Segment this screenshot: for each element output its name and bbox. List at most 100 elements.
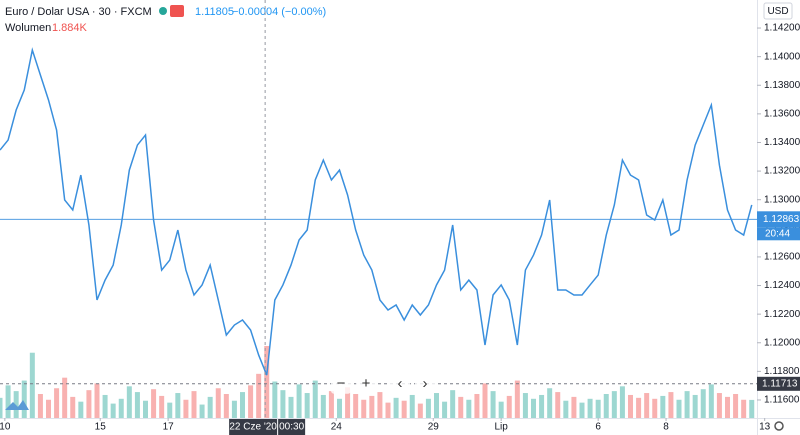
volume-bar bbox=[595, 399, 601, 418]
x-tick-label: 8 bbox=[663, 422, 669, 433]
status-dot bbox=[159, 7, 167, 15]
volume-name: Wolumen bbox=[5, 22, 51, 34]
y-tick-label: 1.13000 bbox=[764, 194, 800, 205]
volume-bar bbox=[434, 393, 439, 418]
volume-bar bbox=[118, 398, 124, 418]
crosshair-time: 00:30 bbox=[279, 422, 304, 433]
volume-bar bbox=[70, 396, 76, 418]
volume-bar bbox=[409, 394, 415, 418]
volume-bar bbox=[183, 399, 189, 418]
volume-bar bbox=[644, 393, 650, 418]
volume-bar bbox=[377, 392, 383, 418]
price-line bbox=[0, 47, 753, 376]
volume-bar bbox=[555, 392, 561, 418]
crosshair-date: 22 Cze '20 bbox=[229, 422, 277, 433]
volume-bar bbox=[563, 400, 569, 418]
volume-bar bbox=[353, 394, 359, 418]
volume-bar bbox=[159, 395, 165, 418]
volume-bar bbox=[741, 399, 747, 418]
volume-bar bbox=[312, 380, 318, 418]
toolbar-label[interactable]: › bbox=[423, 375, 428, 392]
crosshair-date-box bbox=[229, 419, 278, 435]
volume-bar bbox=[498, 401, 504, 418]
volume-bar bbox=[54, 388, 60, 418]
volume-bar bbox=[652, 398, 658, 418]
volume-bar bbox=[749, 399, 755, 418]
low-marker-label: 1.11713 bbox=[762, 378, 798, 389]
toolbar-button[interactable] bbox=[331, 373, 351, 394]
volume-bar bbox=[547, 388, 553, 418]
volume-bar bbox=[78, 401, 84, 418]
countdown-box bbox=[757, 227, 800, 241]
volume-bar bbox=[692, 394, 698, 418]
volume-bar bbox=[611, 391, 617, 418]
volume-bar bbox=[0, 397, 3, 418]
y-tick-label: 1.13600 bbox=[764, 109, 800, 120]
volume-bar bbox=[248, 385, 254, 418]
toolbar-label[interactable]: − bbox=[337, 375, 346, 392]
x-tick-label: 15 bbox=[95, 422, 107, 433]
volume-bar bbox=[425, 398, 431, 418]
current-price-box bbox=[757, 211, 800, 228]
y-tick-label: 1.12200 bbox=[764, 309, 800, 320]
y-tick-label: 1.14200 bbox=[764, 23, 800, 34]
volume-bar bbox=[223, 394, 229, 418]
volume-bar bbox=[442, 401, 448, 418]
volume-bar bbox=[288, 396, 294, 418]
volume-bar bbox=[506, 395, 512, 418]
toolbar-label[interactable]: ‹ bbox=[398, 375, 403, 392]
x-tick-label: Lip bbox=[494, 422, 508, 433]
volume-bar bbox=[264, 346, 270, 418]
countdown-label: 20:44 bbox=[765, 228, 790, 239]
volume-bar bbox=[86, 390, 92, 418]
volume-bar bbox=[636, 397, 642, 418]
volume-bar bbox=[256, 373, 262, 418]
toolbar-button[interactable] bbox=[390, 373, 410, 394]
volume-bar bbox=[231, 400, 237, 418]
volume-bar bbox=[5, 385, 11, 418]
volume-bar bbox=[102, 394, 108, 418]
volume-bar bbox=[337, 398, 342, 418]
volume-bar bbox=[522, 393, 528, 418]
volume-bar bbox=[199, 404, 205, 418]
volume-bar bbox=[733, 394, 739, 418]
volume-bar bbox=[296, 384, 302, 418]
currency-box[interactable] bbox=[763, 2, 793, 20]
volume-bar bbox=[587, 398, 593, 418]
volume-last: 1.884K bbox=[52, 22, 88, 34]
volume-bar bbox=[417, 403, 423, 418]
plot bbox=[0, 47, 755, 418]
toolbar-label[interactable]: + bbox=[362, 375, 371, 392]
volume-bar bbox=[668, 392, 674, 418]
volume-bar bbox=[21, 380, 27, 418]
volume-bar bbox=[660, 395, 666, 418]
volume-bar bbox=[110, 403, 116, 418]
volume-bar bbox=[571, 396, 577, 418]
volume-bar bbox=[175, 393, 181, 418]
volume-bar bbox=[393, 397, 399, 418]
volume-bar bbox=[539, 394, 545, 418]
volume-bar bbox=[450, 390, 456, 418]
toolbar-button[interactable] bbox=[415, 373, 435, 394]
volume-bar bbox=[207, 396, 213, 418]
settings-icon[interactable] bbox=[774, 421, 784, 431]
volume-bar bbox=[579, 402, 585, 418]
logo bbox=[5, 400, 29, 410]
volume-bar bbox=[328, 391, 334, 418]
volume-bar bbox=[143, 400, 148, 418]
volume-bar bbox=[345, 387, 351, 418]
volume-bar bbox=[29, 352, 35, 418]
y-tick-label: 1.13800 bbox=[764, 80, 800, 91]
y-tick-label: 1.12000 bbox=[764, 337, 800, 348]
y-tick-label: 1.12400 bbox=[764, 280, 800, 291]
status-badge bbox=[170, 5, 184, 17]
y-tick-label: 1.11600 bbox=[764, 395, 800, 406]
volume-bar bbox=[126, 386, 132, 418]
currency[interactable]: USD bbox=[767, 6, 788, 17]
toolbar-button[interactable] bbox=[356, 373, 376, 394]
volume-bar bbox=[700, 389, 706, 418]
volume-bar bbox=[94, 383, 100, 418]
volume-bar bbox=[385, 402, 391, 418]
y-tick-label: 1.14000 bbox=[764, 51, 800, 62]
